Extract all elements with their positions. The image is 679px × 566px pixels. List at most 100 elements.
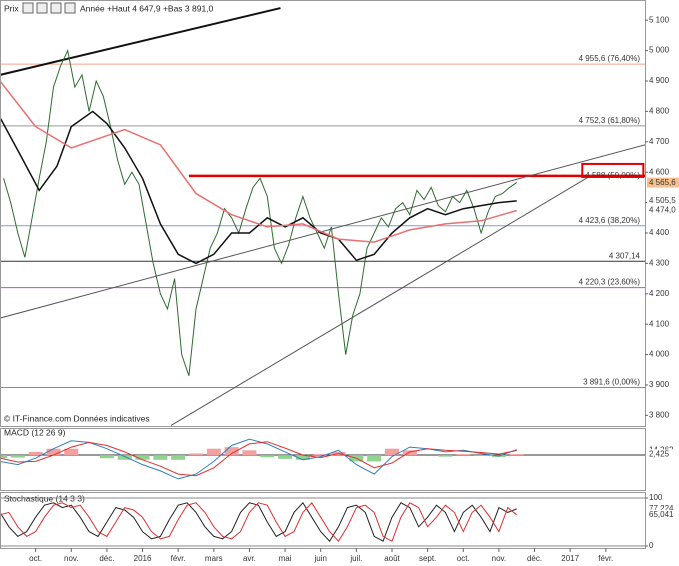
macd-histogram	[402, 450, 417, 456]
price-panel	[0, 0, 646, 427]
series-line	[1, 441, 517, 477]
series-line	[1, 110, 517, 265]
macd-title: MACD (12 26 9)	[4, 427, 66, 437]
macd-histogram	[135, 455, 150, 460]
macd-histogram	[224, 447, 239, 456]
price-tag: 2,425	[649, 449, 670, 458]
macd-histogram	[509, 454, 524, 456]
x-tick-label: mai	[279, 554, 292, 563]
macd-histogram	[367, 455, 382, 462]
settings-button[interactable]	[50, 2, 62, 14]
macd-histogram	[46, 448, 61, 456]
level-highlight	[581, 162, 645, 178]
x-tick-label: sept.	[419, 554, 436, 563]
macd-histogram	[99, 455, 114, 459]
y-tick-label: 4 600	[649, 167, 670, 176]
x-tick-label: févr.	[598, 554, 613, 563]
macd-histogram	[278, 455, 293, 459]
price-tag-bg	[647, 503, 679, 514]
y-tick-label: 3 800	[649, 410, 670, 419]
series-line	[3, 48, 517, 376]
x-tick-label: oct.	[457, 554, 470, 563]
macd-histogram	[64, 448, 79, 456]
y-tick-label: 5 000	[649, 46, 670, 55]
x-tick-label: avr.	[243, 554, 256, 563]
y-tick-label: 5 100	[649, 15, 670, 24]
plot-area	[1, 7, 645, 426]
trend-line	[1, 7, 281, 76]
y-tick-label: 0	[649, 541, 654, 550]
x-tick-label: juin	[313, 554, 326, 563]
macd-histogram	[188, 453, 203, 456]
series-line	[1, 81, 517, 243]
price-tag-bg	[647, 449, 679, 460]
x-tick-label: oct.	[29, 554, 42, 563]
level-label: 4 955,6 (76,40%)	[579, 54, 641, 63]
plot-area	[1, 497, 645, 547]
macd-panel	[0, 428, 646, 491]
y-tick-label: 4 200	[649, 289, 670, 298]
price-tag-bg	[647, 205, 679, 216]
x-tick-label: mars	[205, 554, 223, 563]
level-label: 3 891,6 (0,00%)	[583, 378, 640, 387]
macd-histogram	[153, 455, 168, 460]
x-tick-label: nov.	[64, 554, 79, 563]
y-tick-label: 4 800	[649, 106, 670, 115]
level-label: 4 423,6 (38,20%)	[579, 216, 641, 225]
range-info: Année +Haut 4 647,9 +Bas 3 891,0	[80, 3, 214, 13]
y-tick-label: 4 900	[649, 76, 670, 85]
y-tick-label: 4 000	[649, 350, 670, 359]
macd-histogram	[242, 450, 257, 456]
close-button[interactable]	[36, 2, 48, 14]
macd-histogram	[384, 448, 399, 456]
price-tag: 65,041	[649, 510, 674, 519]
level-label: 4 588 (50,00%)	[585, 171, 640, 180]
zoom-button[interactable]	[22, 2, 34, 14]
toolbar[interactable]	[22, 2, 76, 14]
price-tag: 4 505,5	[649, 196, 676, 205]
price-tag: 4 565,6	[649, 178, 676, 187]
macd-histogram	[260, 455, 275, 458]
price-tag: 4 474,0	[649, 206, 676, 215]
macd-histogram	[28, 451, 43, 456]
macd-histogram	[438, 455, 453, 457]
x-tick-label: févr.	[171, 554, 186, 563]
x-tick-label: déc.	[99, 554, 114, 563]
level-label: 4 220,3 (23,60%)	[579, 278, 641, 287]
y-tick-label: 4 100	[649, 319, 670, 328]
price-tag-bg	[647, 195, 679, 206]
y-tick-label: 4 700	[649, 137, 670, 146]
macd-histogram	[313, 454, 328, 456]
level-label: 4 307,14	[609, 251, 641, 260]
y-tick-label: 100	[649, 493, 663, 502]
footer: © IT-Finance.com Données indicatives	[4, 413, 150, 423]
price-tag-bg	[647, 509, 679, 520]
macd-histogram	[171, 455, 186, 460]
level-label: 4 752,3 (61,80%)	[579, 116, 641, 125]
y-tick-label: 4 400	[649, 228, 670, 237]
series-line	[1, 501, 517, 543]
x-tick-label: août	[384, 554, 400, 563]
x-tick-label: 2016	[134, 554, 152, 563]
price-label: Prix	[4, 3, 19, 13]
x-tick-label: juil.	[349, 554, 362, 563]
x-tick-label: déc.	[527, 554, 542, 563]
series-line	[1, 501, 518, 543]
menu-button[interactable]	[64, 2, 76, 14]
price-tag: 77,224	[649, 504, 674, 513]
y-tick-label: 4 300	[649, 258, 670, 267]
macd-histogram	[10, 455, 25, 458]
price-tag-bg	[647, 177, 679, 188]
macd-histogram	[456, 454, 471, 456]
plot-area	[1, 438, 645, 480]
y-tick-label: 3 900	[649, 380, 670, 389]
macd-histogram	[474, 455, 489, 457]
macd-histogram	[295, 455, 310, 460]
trend-line	[170, 174, 592, 426]
macd-histogram	[1, 455, 7, 459]
macd-histogram	[206, 448, 221, 456]
macd-histogram	[117, 455, 132, 460]
x-tick-label: 2017	[561, 554, 579, 563]
x-tick-label: nov.	[492, 554, 507, 563]
